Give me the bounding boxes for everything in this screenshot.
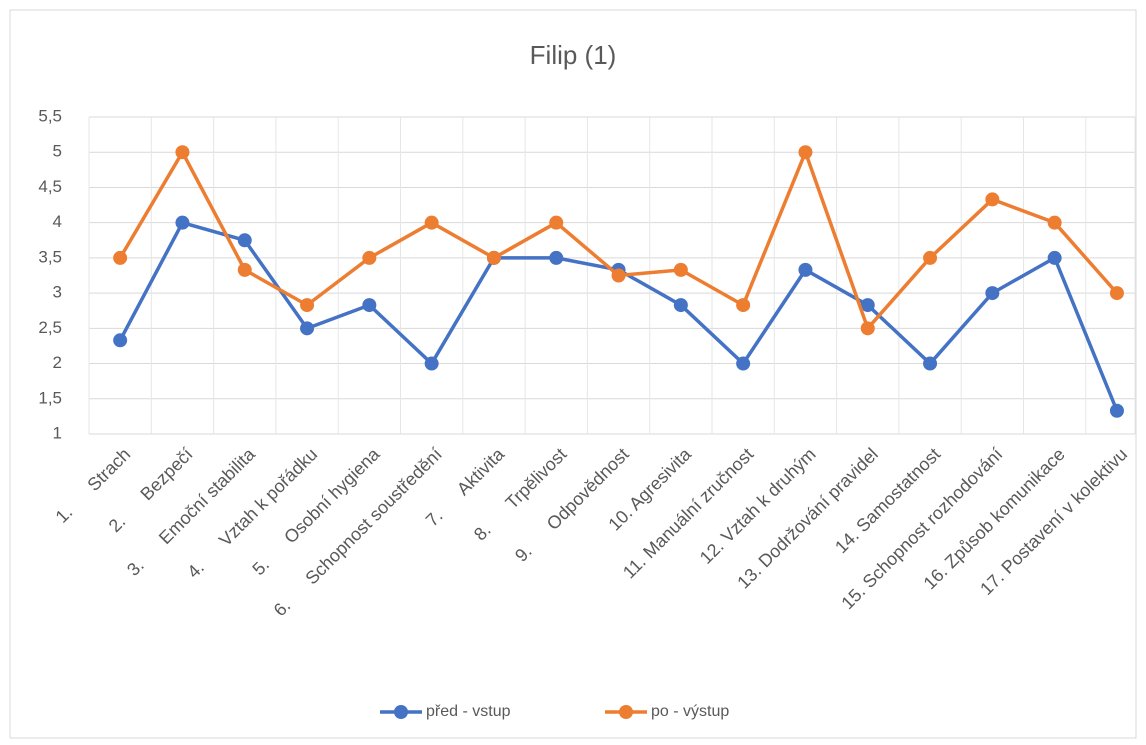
data-point [923, 250, 938, 265]
data-point [798, 262, 813, 277]
y-tick-label: 2,5 [38, 318, 62, 337]
data-point [424, 215, 439, 230]
data-point [549, 215, 564, 230]
y-tick-label: 4 [53, 212, 62, 231]
y-tick-label: 5,5 [38, 106, 62, 125]
chart-title: Filip (1) [530, 40, 617, 70]
legend-label: před - vstup [426, 703, 511, 720]
data-point [175, 215, 190, 230]
data-point [362, 250, 377, 265]
data-point [736, 298, 751, 313]
data-point [1047, 215, 1062, 230]
data-point [549, 250, 564, 265]
data-point [736, 356, 751, 371]
data-point [1109, 403, 1124, 418]
legend-marker [619, 705, 633, 719]
data-point [985, 192, 1000, 207]
y-tick-label: 3 [53, 283, 62, 302]
data-point [237, 233, 252, 248]
y-tick-label: 5 [53, 142, 62, 161]
data-point [923, 356, 938, 371]
y-tick-label: 3,5 [38, 247, 62, 266]
data-point [673, 298, 688, 313]
data-point [673, 262, 688, 277]
data-point [798, 145, 813, 160]
chart-border [9, 9, 1137, 739]
data-point [113, 333, 128, 348]
data-point [1047, 250, 1062, 265]
data-point [985, 286, 1000, 301]
data-point [1109, 286, 1124, 301]
y-tick-label: 1,5 [38, 388, 62, 407]
data-point [175, 145, 190, 160]
legend-label: po - výstup [651, 703, 729, 720]
data-point [611, 268, 626, 283]
data-point [300, 298, 315, 313]
data-point [424, 356, 439, 371]
data-point [113, 250, 128, 265]
data-point [860, 298, 875, 313]
data-point [300, 321, 315, 336]
y-tick-label: 2 [53, 353, 62, 372]
data-point [362, 298, 377, 313]
y-tick-label: 4,5 [38, 177, 62, 196]
y-tick-label: 1 [53, 423, 62, 442]
legend-marker [394, 705, 408, 719]
data-point [237, 262, 252, 277]
data-point [860, 321, 875, 336]
data-point [486, 250, 501, 265]
